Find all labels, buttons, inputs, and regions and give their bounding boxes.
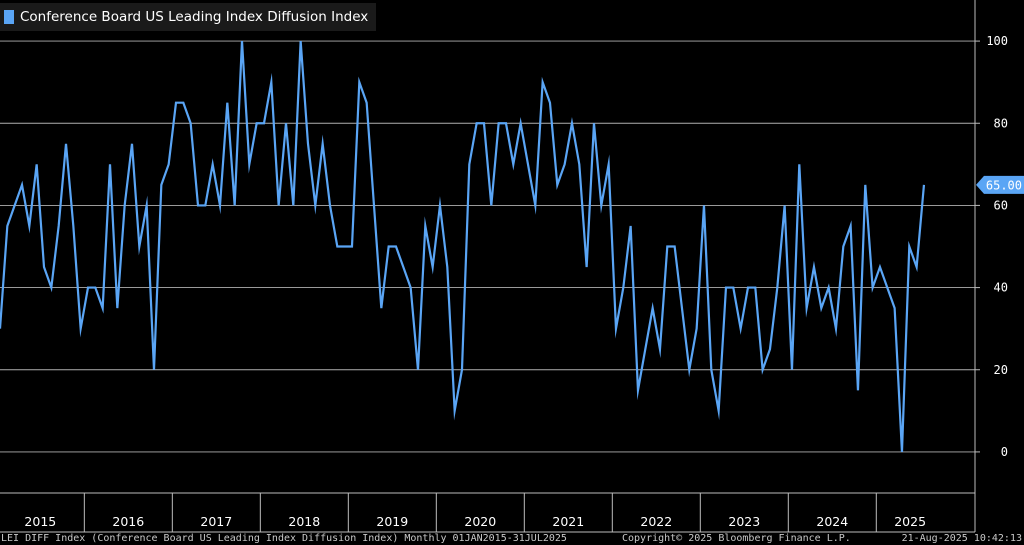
x-tick-label-2020: 2020	[464, 514, 496, 529]
x-tick-label-2022: 2022	[640, 514, 672, 529]
x-tick-label-2024: 2024	[816, 514, 848, 529]
x-tick-label-2016: 2016	[112, 514, 144, 529]
footer: LEI DIFF Index (Conference Board US Lead…	[0, 533, 1024, 545]
x-tick-label-2023: 2023	[728, 514, 760, 529]
legend-label: Conference Board US Leading Index Diffus…	[20, 9, 369, 25]
x-tick-label-2015: 2015	[24, 514, 56, 529]
x-tick-label-2017: 2017	[200, 514, 232, 529]
y-tick-label: 60	[994, 198, 1008, 212]
legend[interactable]: Conference Board US Leading Index Diffus…	[0, 3, 377, 31]
y-tick-label: 100	[986, 34, 1008, 48]
y-tick-label: 20	[994, 363, 1008, 377]
y-tick-label: 80	[994, 116, 1008, 130]
last-value-label: 65.00	[986, 178, 1022, 192]
x-tick-label-2021: 2021	[552, 514, 584, 529]
x-tick-label-2018: 2018	[288, 514, 320, 529]
footer-timestamp: 21-Aug-2025 10:42:13	[901, 533, 1022, 544]
last-value-tag	[976, 175, 1024, 194]
y-tick-label: 40	[994, 281, 1008, 295]
grid-lines	[0, 40, 975, 453]
last-value-marker: 65.00	[976, 175, 1024, 194]
series-line	[0, 41, 926, 452]
x-tick-label-2019: 2019	[376, 514, 408, 529]
y-tick-label: 0	[1001, 445, 1008, 459]
footer-copyright: Copyright© 2025 Bloomberg Finance L.P.	[622, 533, 851, 544]
footer-source: LEI DIFF Index (Conference Board US Lead…	[1, 533, 567, 544]
x-tick-label-2025: 2025	[894, 514, 926, 529]
y-axis-ticks: 0 20 40 60 80 100	[975, 34, 1008, 459]
legend-swatch	[4, 10, 14, 24]
series-group	[0, 41, 926, 452]
axes	[0, 0, 976, 533]
x-axis-ticks: 2015 2016 2017 2018 2019 2020 2021 2022 2023 2024…	[24, 493, 926, 532]
